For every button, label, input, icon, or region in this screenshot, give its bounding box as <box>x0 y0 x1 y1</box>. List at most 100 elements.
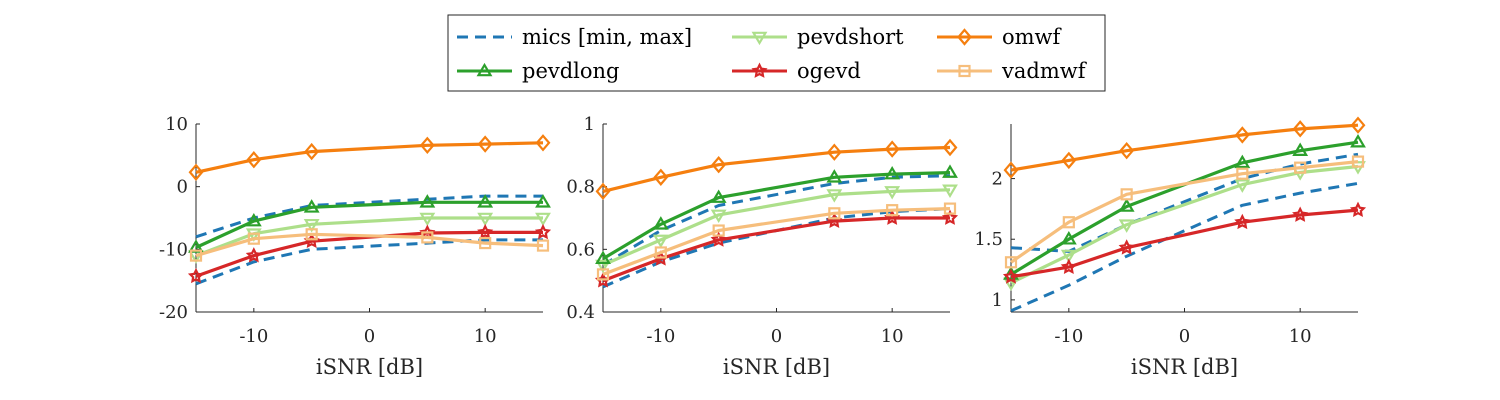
x-axis-label: iSNR [dB] <box>316 355 423 379</box>
data-point-ogevd <box>941 209 959 225</box>
data-point-ogevd <box>710 231 727 247</box>
data-point-pevdshort <box>303 218 320 233</box>
legend-label-ogevd: ogevd <box>797 59 861 83</box>
data-point-pevdshort <box>477 212 494 227</box>
data-point-vadmwf <box>1294 161 1307 174</box>
data-point-omwf <box>535 134 551 152</box>
data-point-pevdlong <box>942 164 958 178</box>
y-tick-label: 10 <box>165 114 188 135</box>
legend-entry-ogevd: ogevd <box>732 59 861 83</box>
data-point-omwf <box>942 138 958 157</box>
series-line-omwf <box>195 141 544 174</box>
legend-label-omwf: omwf <box>1002 25 1063 49</box>
series-line-omwf <box>1010 123 1359 172</box>
data-point-pevdlong <box>535 194 551 208</box>
x-tick-label: 0 <box>364 326 375 347</box>
y-tick-label: 0.4 <box>566 302 595 323</box>
legend-label-pevdshort: pevdshort <box>797 25 904 49</box>
data-point-ogevd <box>1349 201 1367 217</box>
data-point-omwf <box>1350 116 1366 134</box>
data-point-ogevd <box>1118 239 1135 255</box>
x-tick-label: -10 <box>239 326 268 347</box>
y-tick-label: 2 <box>992 169 1003 190</box>
series-line-omwf <box>602 145 951 193</box>
series-line-vadmwf <box>602 207 951 276</box>
data-point-omwf <box>419 136 435 154</box>
data-point-omwf <box>1234 126 1250 144</box>
series-line-mics <box>1010 152 1359 253</box>
series-line-vadmwf <box>1010 160 1359 264</box>
data-point-pevdlong <box>1060 231 1077 245</box>
x-tick-label: -10 <box>646 326 675 347</box>
legend-box <box>447 14 1106 92</box>
data-point-ogevd <box>477 223 494 240</box>
data-point-vadmwf <box>479 236 492 250</box>
series-line-pevdlong <box>195 200 543 249</box>
data-point-vadmwf <box>1062 216 1075 229</box>
x-tick-label: 10 <box>1289 326 1312 347</box>
data-point-vadmwf <box>886 204 899 217</box>
legend-entry-vadmwf: vadmwf <box>937 59 1088 83</box>
legend-marker-pevdshort <box>751 31 768 46</box>
series-line-pevdlong <box>602 171 951 261</box>
data-point-pevdshort <box>595 259 611 274</box>
series-line-ogevd <box>602 216 950 283</box>
data-point-omwf <box>1061 151 1077 170</box>
data-point-pevdlong <box>652 216 669 230</box>
data-point-pevdshort <box>884 186 901 200</box>
data-point-vadmwf <box>828 207 841 220</box>
legend-entry-pevdlong: pevdlong <box>457 59 620 83</box>
series-line-ogevd <box>1010 208 1359 279</box>
series-line-pevdshort <box>195 216 543 258</box>
data-point-pevdshort <box>1060 249 1077 264</box>
x-tick-label: 10 <box>474 326 497 347</box>
legend-label-vadmwf: vadmwf <box>1001 59 1088 83</box>
data-point-ogevd <box>534 223 552 240</box>
y-tick-label: -20 <box>159 302 188 323</box>
data-point-pevdlong <box>884 165 901 180</box>
data-point-ogevd <box>1002 268 1020 284</box>
data-point-pevdlong <box>710 189 727 203</box>
x-tick-label: -10 <box>1054 326 1083 347</box>
legend-marker-ogevd <box>751 62 768 78</box>
data-point-ogevd <box>187 267 205 284</box>
series-line-mics <box>602 174 951 267</box>
y-tick-label: 0 <box>177 177 188 198</box>
y-tick-label: 1.5 <box>974 229 1003 250</box>
data-point-pevdlong <box>245 212 262 227</box>
data-point-omwf <box>1003 161 1019 179</box>
data-point-pevdshort <box>652 234 669 249</box>
legend-entry-omwf: omwf <box>937 25 1063 49</box>
data-point-omwf <box>1119 141 1135 160</box>
data-point-ogevd <box>1060 258 1077 274</box>
data-point-pevdlong <box>826 169 843 183</box>
data-point-omwf <box>826 143 842 161</box>
data-point-pevdlong <box>1234 154 1251 169</box>
data-point-vadmwf <box>1004 256 1018 269</box>
legend: mics [min, max] pevdshort omwf pevdlong … <box>447 14 1106 92</box>
chart-panel-2: -10 0 10 0.4 0.6 0.8 1 iSNR [dB] <box>566 114 959 379</box>
data-point-omwf <box>884 140 900 158</box>
y-tick-label: 0.8 <box>566 177 595 198</box>
data-point-pevdlong <box>1118 198 1135 212</box>
data-point-pevdshort <box>419 212 436 227</box>
data-point-pevdlong <box>1350 134 1366 148</box>
data-point-pevdshort <box>1234 179 1251 193</box>
data-point-vadmwf <box>189 249 203 262</box>
data-point-omwf <box>188 163 204 181</box>
series-line-vadmwf <box>195 232 544 258</box>
data-point-pevdlong <box>1292 142 1309 156</box>
x-axis-label: iSNR [dB] <box>723 355 830 379</box>
data-point-ogevd <box>1234 213 1251 230</box>
y-tick-label: 0.6 <box>566 239 595 260</box>
y-tick-label: 1 <box>584 114 595 135</box>
y-tick-label: 1 <box>992 290 1003 311</box>
chart-panel-3: -10 0 10 1 1.5 2 iSNR [dB] <box>974 116 1367 379</box>
data-point-pevdlong <box>595 250 611 265</box>
legend-label-mics: mics [min, max] <box>522 25 692 49</box>
data-point-vadmwf <box>1120 188 1133 201</box>
data-point-vadmwf <box>712 224 725 237</box>
data-point-omwf <box>711 156 727 174</box>
x-tick-label: 0 <box>771 326 782 347</box>
data-point-vadmwf <box>596 268 610 281</box>
